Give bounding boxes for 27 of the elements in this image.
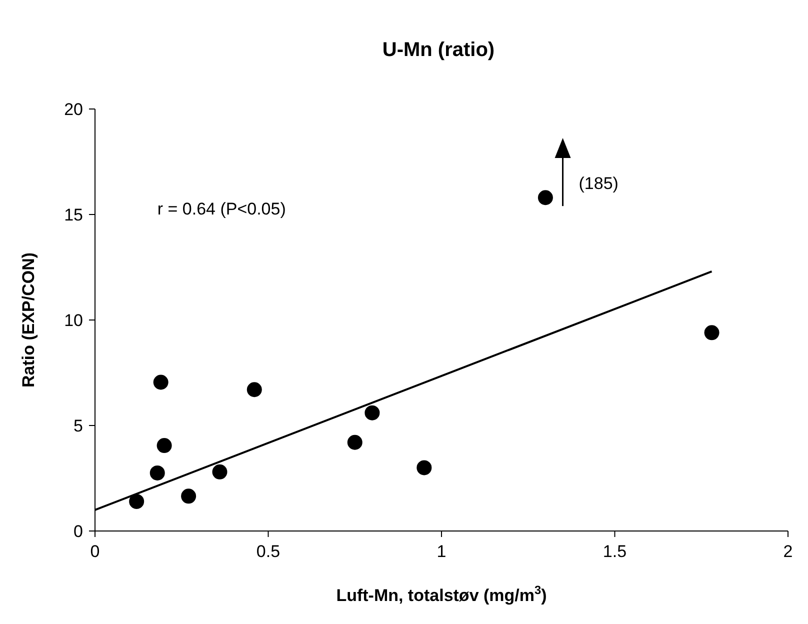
x-tick-label: 1 (436, 542, 446, 561)
annotation: r = 0.64 (P<0.05) (157, 200, 286, 218)
point (181, 488, 196, 504)
point (153, 374, 168, 390)
point (129, 494, 144, 509)
point (347, 434, 362, 450)
x-axis-title: Luft-Mn, totalstøv (mg/m$^{3}$) (336, 583, 547, 605)
point (150, 465, 165, 480)
y-tick-label: 0 (74, 522, 83, 541)
y-tick-label: 5 (74, 416, 83, 436)
point (156, 438, 172, 454)
y-tick-label: 20 (64, 100, 83, 119)
x-tick-label: 0.5 (256, 542, 280, 561)
point (364, 405, 380, 420)
point (538, 190, 553, 206)
x-tick-label: 2 (783, 542, 793, 561)
x-tick-label: 0 (90, 542, 100, 561)
point (704, 325, 720, 340)
point (212, 464, 228, 480)
y-tick-label: 10 (64, 311, 83, 330)
y-axis-title: Ratio (EXP/CON) (19, 252, 38, 388)
x-tick-label: 1.5 (602, 542, 627, 561)
chart-title: U-Mn (ratio) (382, 39, 495, 61)
annotation: (185) (578, 174, 618, 194)
y-tick-label: 15 (64, 206, 83, 224)
point (246, 382, 262, 398)
point (416, 460, 432, 476)
